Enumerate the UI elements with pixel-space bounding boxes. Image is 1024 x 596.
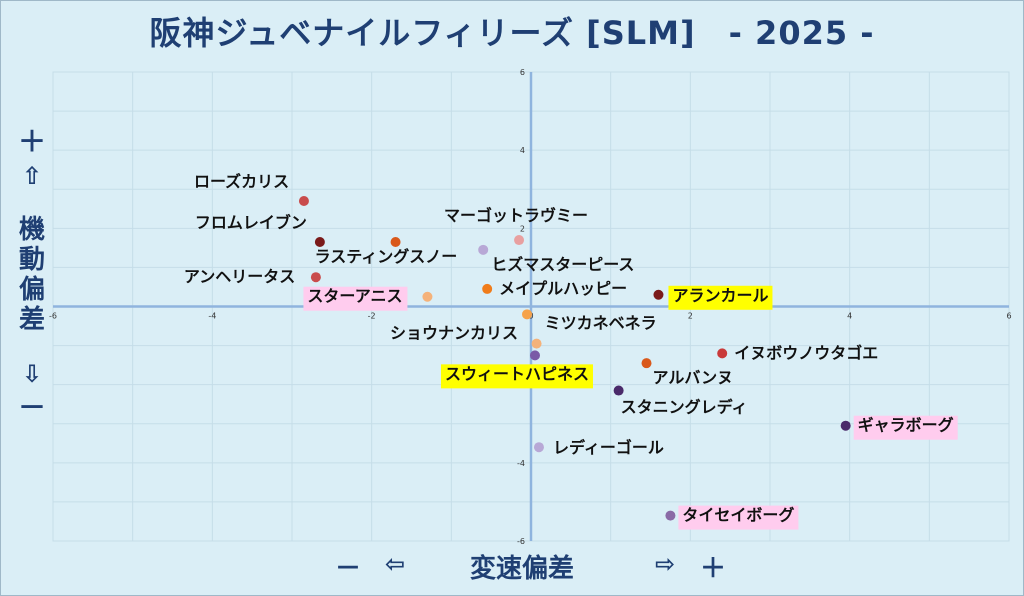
x-tick-label: 4 [847,312,852,321]
data-point [533,442,544,453]
point-label: ギャラボーグ [858,416,954,435]
data-point [478,244,489,255]
y-tick-label: 4 [520,146,525,155]
x-tick-label: -2 [368,312,376,321]
data-point [717,348,728,359]
y-axis-label-char: 動 [18,245,45,275]
x-tick-label: -4 [208,312,216,321]
point-label: イヌボウノウタゴエ [734,343,878,362]
y-axis-label-char: 機 [18,215,45,245]
x-tick-label: 2 [688,312,693,321]
y-axis-label-group: ＋ ⇧ 機動偏差 ⇩ － [12,125,52,425]
data-point [613,385,624,396]
y-axis-label-char: 偏 [18,275,45,305]
y-axis-label: 機動偏差 [12,215,52,335]
point-label: アルバンヌ [653,368,734,387]
point-label: フロムレイブン [195,213,307,232]
point-label: タイセイボーグ [682,506,794,525]
x-axis-left-arrow-icon: ⇦ [385,550,406,578]
point-label: マーゴットラヴミー [444,206,588,225]
data-point [514,235,525,246]
point-label: レディーゴール [553,438,664,457]
point-label-highlight [440,364,593,389]
point-label: スタニングレディ [621,398,748,417]
point-label: ヒズマスターピース [491,255,634,274]
data-point [310,272,321,283]
point-label-highlight [853,415,958,440]
x-tick-label: -6 [49,312,57,321]
y-tick-label: 2 [520,224,525,233]
y-tick-label: -6 [517,537,525,546]
data-point [522,309,533,320]
point-label-highlight [303,286,408,311]
point-label: スターアニス [307,287,402,306]
data-point [531,338,542,349]
point-label: アンヘリータス [184,267,295,286]
data-point [482,283,493,294]
y-axis-plus-symbol: ＋ [17,125,46,158]
point-label: ショウナンカリス [390,323,518,342]
x-axis-label: 変速偏差 [470,554,575,584]
data-point [314,237,325,248]
x-axis-minus-symbol: － [335,554,362,584]
y-axis-up-arrow-icon: ⇧ [21,162,43,190]
x-axis-right-arrow-icon: ⇨ [655,550,676,578]
y-tick-label: -4 [517,459,525,468]
point-label-highlight [668,285,773,310]
x-axis-plus-symbol: ＋ [700,554,727,584]
data-point [298,195,309,206]
point-label: スウィートハピネス [445,364,589,383]
data-point [422,291,433,302]
data-point [665,510,676,521]
chart-title: 阪神ジュベナイルフィリーズ [SLM] - 2025 - [149,14,875,52]
data-point [653,289,664,300]
point-label-highlight [678,505,799,530]
y-axis-minus-symbol: － [17,391,46,424]
data-point [390,237,401,248]
data-point [641,358,652,369]
y-tick-label: 6 [520,68,525,77]
y-axis-label-char: 差 [18,305,45,335]
data-point [529,350,540,361]
point-label: ラスティングスノー [315,247,458,266]
point-label: ローズカリス [194,172,289,191]
point-label: ミツカネベネラ [545,314,657,333]
point-label: アランカール [672,286,768,305]
x-tick-label: 6 [1006,312,1011,321]
data-point [840,420,851,431]
y-axis-down-arrow-icon: ⇩ [21,360,43,388]
point-label: メイプルハッピー [499,279,627,298]
